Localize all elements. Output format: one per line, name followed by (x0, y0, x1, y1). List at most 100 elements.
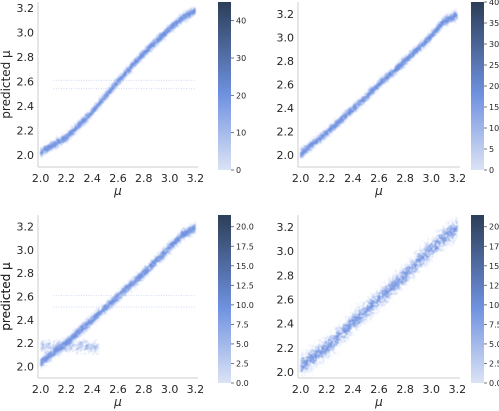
density-point (157, 45, 160, 47)
density-point (334, 116, 336, 119)
density-point (129, 65, 132, 67)
density-point (306, 142, 309, 145)
density-point (107, 91, 109, 93)
density-point (185, 11, 188, 13)
density-point (44, 145, 47, 148)
density-point (135, 55, 138, 58)
density-point (50, 147, 52, 150)
density-point (326, 138, 329, 140)
density-point (171, 27, 174, 29)
density-point (311, 139, 314, 141)
density-point (95, 103, 97, 106)
density-point (361, 105, 363, 108)
density-point (352, 105, 354, 108)
density-point (109, 91, 111, 94)
density-point (73, 123, 76, 126)
density-point (380, 72, 382, 75)
colorbar-tick-label: 20 (236, 91, 246, 100)
density-point (95, 101, 98, 104)
density-point (405, 53, 408, 55)
density-point (318, 132, 320, 135)
density-point (174, 21, 177, 24)
density-point (50, 142, 52, 145)
x-tick-label: 3.2 (187, 172, 205, 185)
density-point (417, 54, 419, 57)
density-point (71, 125, 73, 128)
density-point (170, 24, 173, 27)
density-point (169, 22, 172, 25)
density-point (147, 49, 150, 51)
density-point (398, 72, 401, 75)
density-point (442, 18, 444, 20)
density-point (342, 115, 344, 117)
density-point (111, 77, 114, 80)
density-point (324, 131, 327, 134)
density-point (372, 82, 374, 85)
density-point (342, 111, 345, 114)
density-point (134, 59, 137, 62)
density-point (356, 100, 359, 102)
density-point (82, 117, 85, 120)
density-point (412, 43, 415, 45)
density-point (103, 94, 105, 97)
density-point (169, 32, 172, 34)
density-point (353, 110, 355, 113)
density-point (137, 55, 140, 57)
density-point (368, 84, 371, 87)
density-point (98, 102, 100, 105)
density-point (361, 98, 363, 101)
density-point (146, 51, 149, 54)
density-point (71, 127, 73, 130)
density-point (65, 127, 68, 130)
density-point (189, 12, 192, 15)
density-point (187, 10, 190, 13)
density-point (332, 129, 335, 131)
density-point (130, 61, 133, 63)
density-point (153, 38, 156, 41)
density-point (420, 38, 423, 41)
density-point (173, 18, 176, 20)
density-point (120, 81, 123, 84)
density-point (182, 11, 185, 14)
density-point (80, 121, 83, 124)
density-point (339, 112, 342, 114)
density-point (67, 142, 70, 145)
density-point (385, 85, 388, 87)
density-point (187, 13, 189, 16)
density-point (362, 108, 365, 111)
density-point (81, 124, 84, 126)
density-point (135, 63, 138, 65)
density-point (408, 53, 411, 56)
density-point (60, 144, 63, 146)
density-point (359, 97, 361, 99)
density-point (62, 141, 65, 143)
density-point (181, 20, 184, 22)
y-tick-label: 2.4 (17, 100, 35, 113)
density-point (97, 105, 100, 108)
density-point (130, 71, 133, 74)
density-point (166, 35, 169, 37)
density-point (107, 93, 110, 96)
x-tick-label: 2.8 (135, 172, 153, 185)
density-point (334, 121, 337, 124)
density-point (188, 8, 191, 11)
density-point (120, 73, 123, 75)
density-point (398, 59, 400, 61)
density-point (435, 25, 438, 27)
density-point (359, 104, 362, 107)
density-point (137, 53, 140, 55)
density-point (76, 134, 79, 137)
density-point (140, 51, 143, 54)
density-point (299, 144, 302, 147)
density-point (61, 132, 64, 135)
density-point (149, 43, 152, 45)
density-point (188, 14, 191, 17)
density-point (66, 130, 68, 133)
density-point (347, 119, 349, 121)
density-point (189, 16, 192, 19)
density-point (47, 150, 49, 153)
density-point (122, 81, 125, 83)
density-point (101, 102, 104, 105)
density-point (174, 31, 176, 33)
density-point (314, 148, 317, 151)
